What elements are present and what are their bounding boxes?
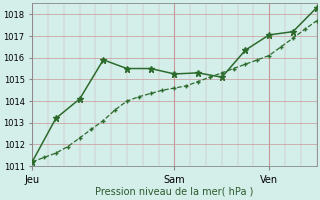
- X-axis label: Pression niveau de la mer( hPa ): Pression niveau de la mer( hPa ): [95, 187, 253, 197]
